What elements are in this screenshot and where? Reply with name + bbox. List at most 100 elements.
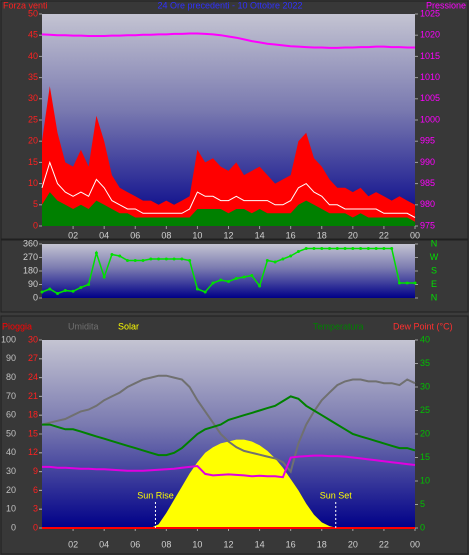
y-tick-label: 100 — [1, 334, 16, 344]
x-tick-label: 02 — [68, 539, 78, 549]
y-tick-label: 40 — [28, 51, 38, 61]
y2-tick-label: 975 — [420, 220, 435, 230]
x-tick-label: 16 — [286, 539, 296, 549]
point — [312, 247, 316, 250]
point — [273, 260, 277, 264]
y2-tick-label: 990 — [420, 157, 435, 167]
y2-tick-label: 5 — [420, 499, 425, 509]
y-tick-label: 0 — [11, 522, 16, 532]
y-tick-label: 70 — [6, 391, 16, 401]
y2-tick-label: 15 — [420, 452, 430, 462]
legend-entry: Solar — [118, 321, 139, 331]
y-tick-label: 80 — [6, 372, 16, 382]
point — [250, 274, 254, 277]
point — [172, 257, 176, 261]
point — [56, 292, 60, 295]
y3-tick-label: 30 — [28, 334, 38, 344]
point — [133, 259, 137, 262]
point — [390, 247, 394, 250]
point — [328, 247, 332, 250]
y-tick-label: 35 — [28, 72, 38, 82]
y2-tick-label: 40 — [420, 334, 430, 344]
y-tick-label: 30 — [28, 93, 38, 103]
x-tick-label: 10 — [192, 539, 202, 549]
line — [42, 454, 416, 479]
point — [413, 281, 417, 285]
y2-tick-label: 1010 — [420, 72, 440, 82]
y-tick-label: 90 — [6, 353, 16, 363]
y-tick-label: 50 — [28, 8, 38, 18]
point — [242, 275, 246, 279]
y2-tick-label: 20 — [420, 428, 430, 438]
y-tick-label: 45 — [28, 30, 38, 40]
point — [265, 259, 269, 262]
y2-tick-label: 0 — [420, 522, 425, 532]
legend-entry: Temperatura — [313, 321, 364, 331]
point — [164, 257, 168, 261]
point — [366, 247, 370, 250]
point — [359, 247, 363, 250]
point — [180, 257, 184, 261]
point — [335, 247, 339, 250]
y2-tick-label: 980 — [420, 199, 435, 209]
annotation: Sun Rise — [137, 490, 174, 500]
point — [79, 286, 83, 289]
y2-tick-label: 35 — [420, 358, 430, 368]
point — [405, 281, 409, 285]
y2-tick-label: 1020 — [420, 30, 440, 40]
point — [234, 277, 238, 280]
annotation: Sun Set — [320, 490, 353, 500]
y3-tick-label: 12 — [28, 447, 38, 457]
y-tick-label: 40 — [6, 447, 16, 457]
y2-tick-label: 10 — [420, 475, 430, 485]
y2-tick-label: 1005 — [420, 93, 440, 103]
point — [397, 281, 401, 285]
x-tick-label: 06 — [130, 539, 140, 549]
x-tick-label: 18 — [317, 230, 327, 240]
point — [87, 283, 91, 286]
y2-tick-label: 1015 — [420, 51, 440, 61]
y3-tick-label: 6 — [33, 485, 38, 495]
y3-tick-label: 27 — [28, 353, 38, 363]
y3-tick-label: 3 — [33, 504, 38, 514]
point — [374, 247, 378, 250]
x-tick-label: 00 — [410, 539, 420, 549]
y3-tick-label: 18 — [28, 410, 38, 420]
legend-entry: Pioggia — [2, 321, 32, 331]
point — [63, 289, 67, 292]
x-tick-label: 10 — [192, 230, 202, 240]
chart-title: 24 Ore precedenti - 10 Ottobre 2022 — [157, 0, 302, 10]
x-tick-label: 18 — [317, 539, 327, 549]
area — [42, 86, 415, 226]
point — [227, 280, 230, 283]
line — [41, 374, 416, 474]
x-tick-label: 16 — [286, 230, 296, 240]
x-tick-label: 14 — [255, 230, 265, 240]
y2-tick-label: N — [431, 292, 438, 302]
y-tick-label: 10 — [28, 178, 38, 188]
point — [125, 259, 129, 262]
point — [343, 247, 347, 250]
y2-tick-label: W — [430, 252, 439, 262]
x-tick-label: 04 — [99, 539, 109, 549]
y2-tick-label: S — [431, 265, 437, 275]
legend-entry: Umidita — [68, 321, 99, 331]
y-tick-label: 0 — [33, 292, 38, 302]
point — [149, 257, 153, 261]
y-tick-label: 20 — [6, 485, 16, 495]
y2-tick-label: N — [431, 238, 438, 248]
y-tick-label: 180 — [23, 265, 38, 275]
line — [41, 32, 415, 49]
y2-tick-label: 25 — [420, 405, 430, 415]
y-tick-label: 25 — [28, 114, 38, 124]
y2-tick-label: 995 — [420, 136, 435, 146]
y-tick-label: 50 — [6, 428, 16, 438]
y2-axis-title: Pressione — [426, 0, 466, 10]
point — [110, 253, 114, 256]
y3-tick-label: 15 — [28, 428, 38, 438]
point — [94, 251, 98, 255]
point — [296, 250, 300, 253]
point — [40, 290, 44, 294]
y-tick-label: 0 — [33, 220, 38, 230]
y-tick-label: 360 — [23, 238, 38, 248]
